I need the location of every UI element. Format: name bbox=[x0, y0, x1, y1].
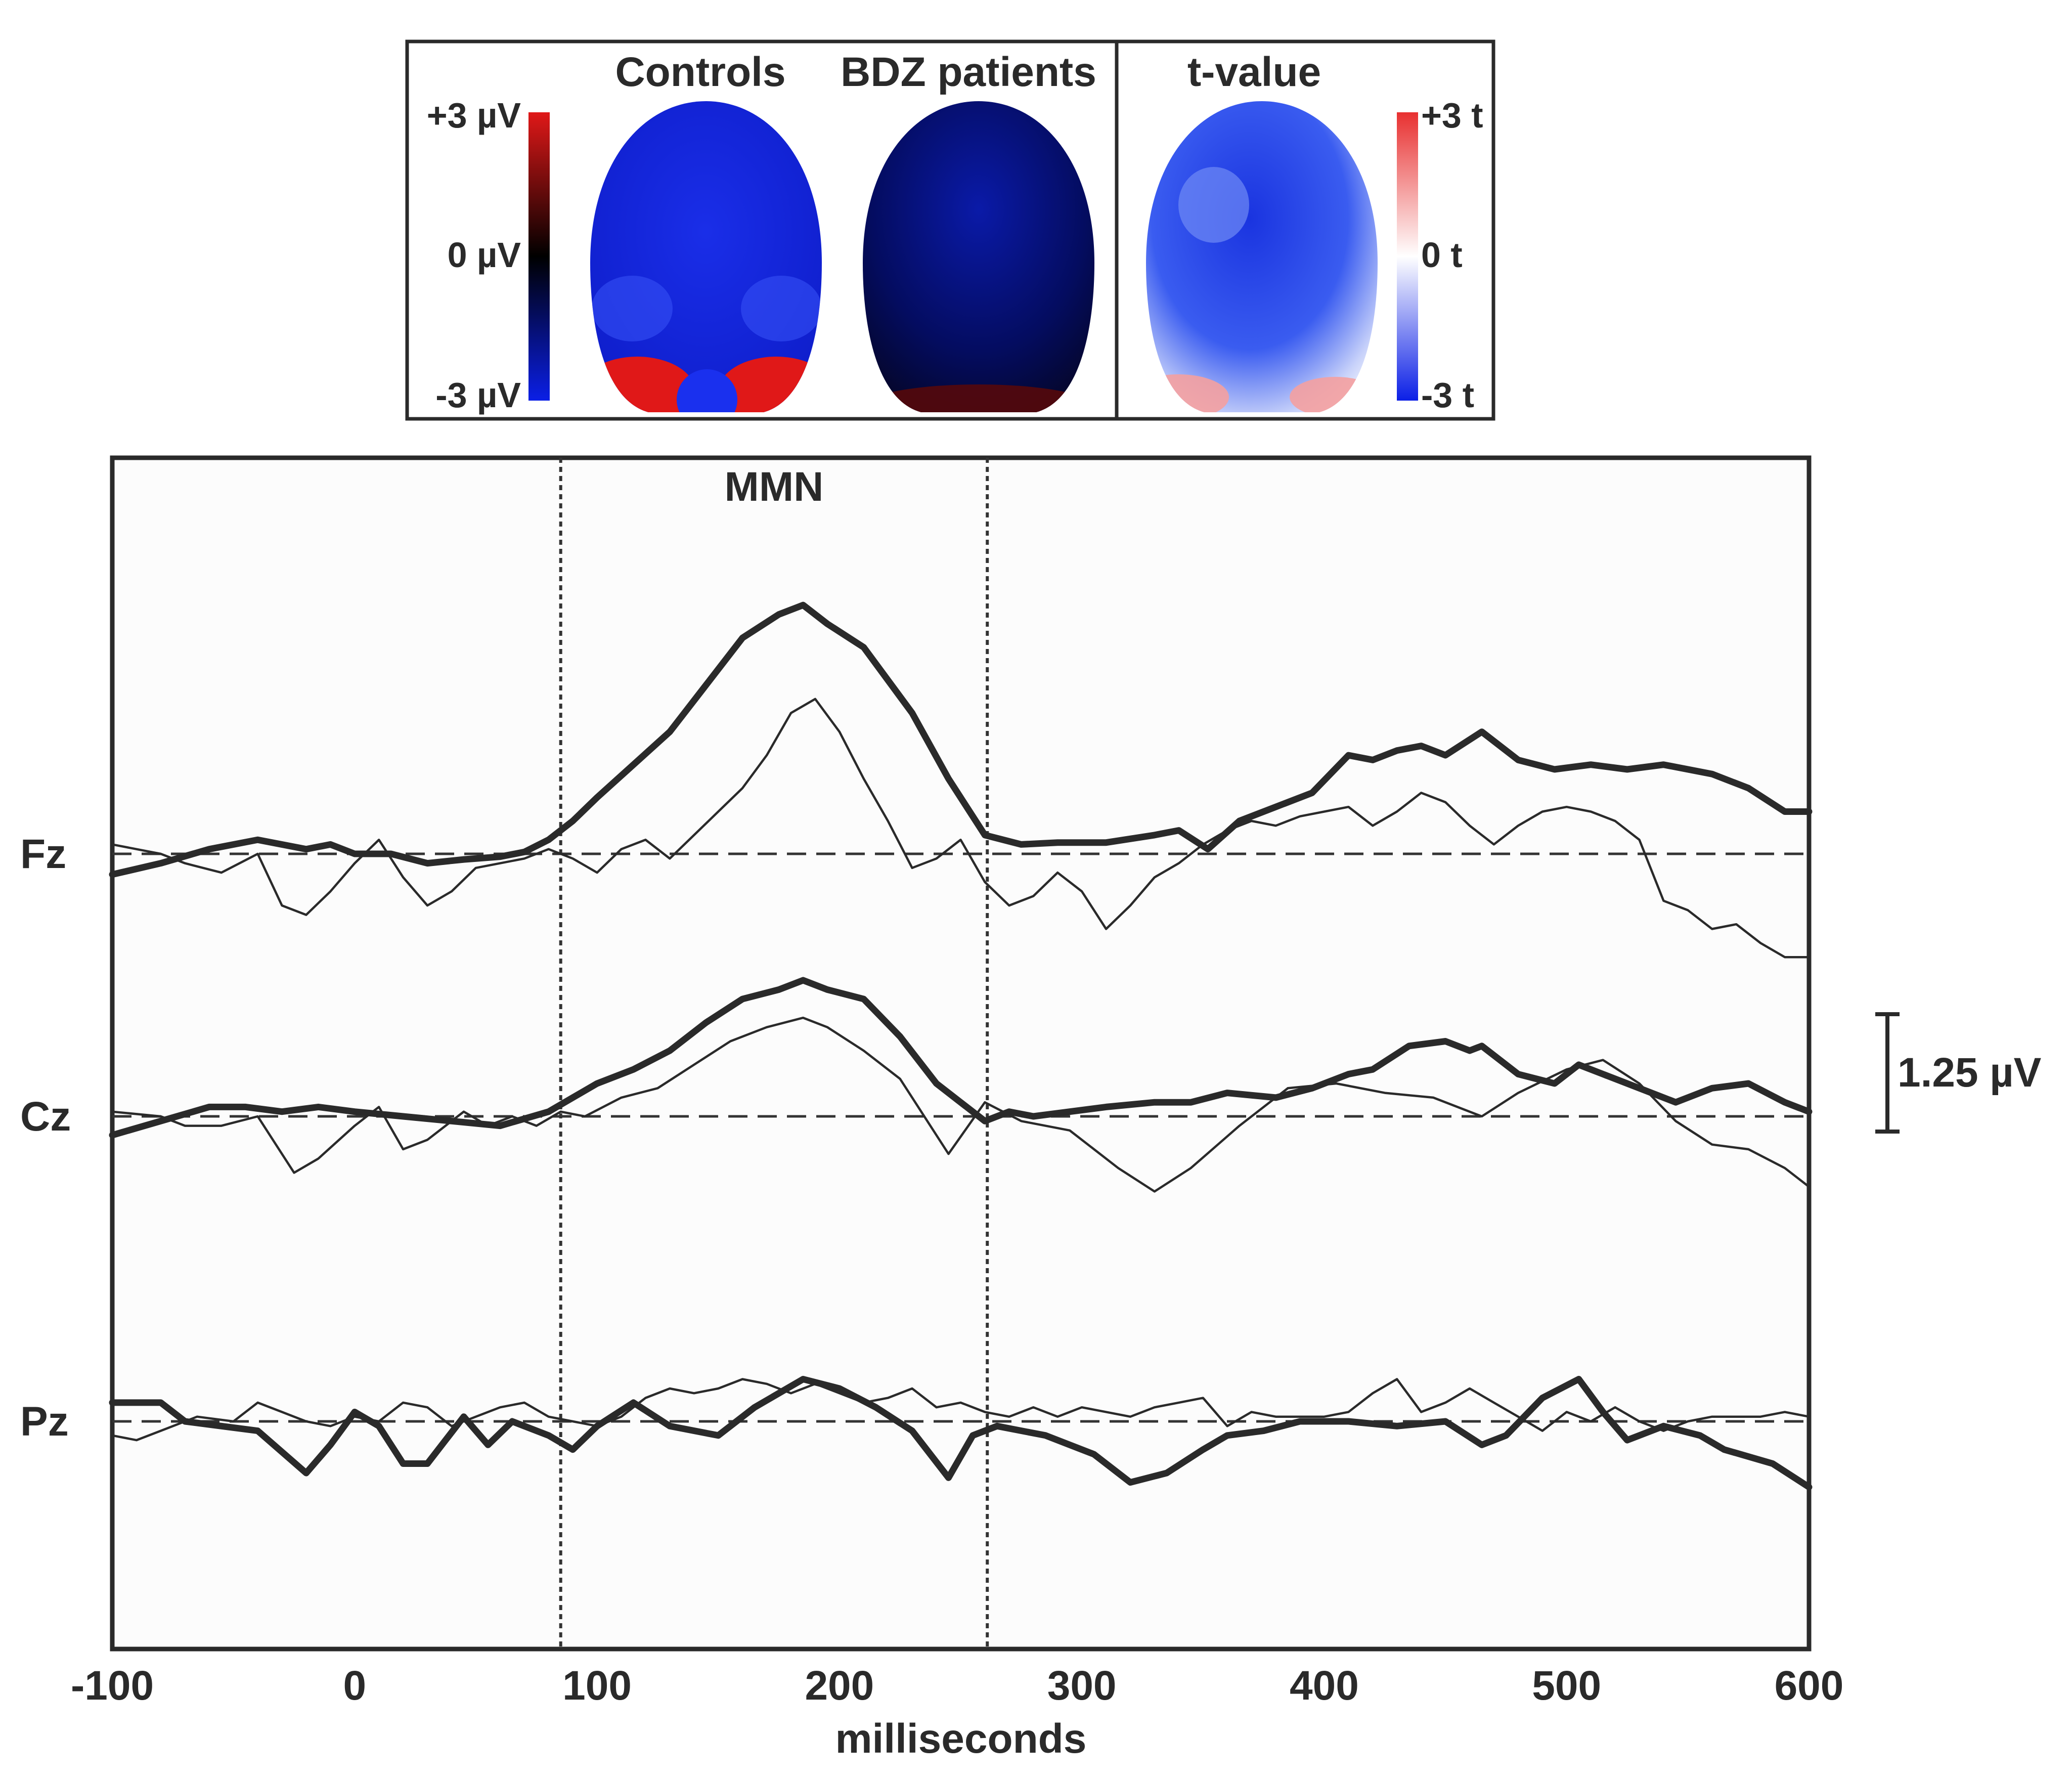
t-value-colorbar bbox=[1397, 112, 1418, 401]
x-tick-label: -100 bbox=[71, 1663, 154, 1709]
bdz-head-map bbox=[863, 101, 1094, 412]
x-tick-label: 600 bbox=[1775, 1663, 1844, 1709]
panel-title-bdz-patients: BDZ patients bbox=[841, 49, 1096, 95]
t-max-label: +3 t bbox=[1421, 96, 1483, 135]
channel-labels: Fz Cz Pz bbox=[20, 831, 71, 1445]
trace-cz-thin bbox=[111, 1016, 1811, 1193]
x-tick-label: 100 bbox=[562, 1663, 632, 1709]
amplitude-zero-label: 0 µV bbox=[448, 235, 521, 275]
amplitude-min-label: -3 µV bbox=[435, 375, 521, 415]
t-value-head-map bbox=[1146, 101, 1378, 412]
amplitude-colorbar bbox=[528, 112, 550, 401]
x-axis-label: milliseconds bbox=[835, 1716, 1087, 1762]
panel-title-controls: Controls bbox=[615, 49, 785, 95]
plot-frame bbox=[110, 455, 1812, 1652]
x-tick-label: 400 bbox=[1290, 1663, 1359, 1709]
channel-label-pz: Pz bbox=[20, 1399, 69, 1445]
x-tick-label: 0 bbox=[343, 1663, 366, 1709]
topomap-panel: Controls BDZ patients t-value +3 µV 0 µV… bbox=[405, 39, 1495, 421]
trace-cz-thick bbox=[109, 977, 1813, 1139]
scale-bar-label: 1.25 µV bbox=[1898, 1050, 2042, 1096]
scale-bar: 1.25 µV bbox=[1875, 1012, 2042, 1134]
amplitude-max-label: +3 µV bbox=[427, 96, 521, 135]
x-tick-labels: -100 0 100 200 300 400 500 600 bbox=[71, 1663, 1843, 1709]
mmn-window: MMN bbox=[559, 458, 989, 1649]
channel-label-fz: Fz bbox=[20, 831, 66, 877]
x-tick-label: 200 bbox=[805, 1663, 874, 1709]
x-tick-label: 300 bbox=[1047, 1663, 1117, 1709]
channel-label-cz: Cz bbox=[20, 1094, 71, 1140]
mmn-window-label: MMN bbox=[725, 464, 824, 510]
erp-plot: MMN Fz Cz Pz -100 0 100 200 300 400 500 600 milli… bbox=[20, 455, 2042, 1762]
trace-fz-thin bbox=[111, 698, 1811, 959]
t-zero-label: 0 t bbox=[1421, 235, 1463, 275]
x-tick-label: 500 bbox=[1532, 1663, 1601, 1709]
t-min-label: -3 t bbox=[1421, 375, 1474, 415]
erp-traces bbox=[109, 601, 1813, 1491]
trace-pz-thick bbox=[109, 1376, 1813, 1491]
trace-pz-thin bbox=[111, 1378, 1811, 1442]
trace-fz-thick bbox=[109, 601, 1813, 878]
panel-title-t-value: t-value bbox=[1187, 49, 1321, 95]
